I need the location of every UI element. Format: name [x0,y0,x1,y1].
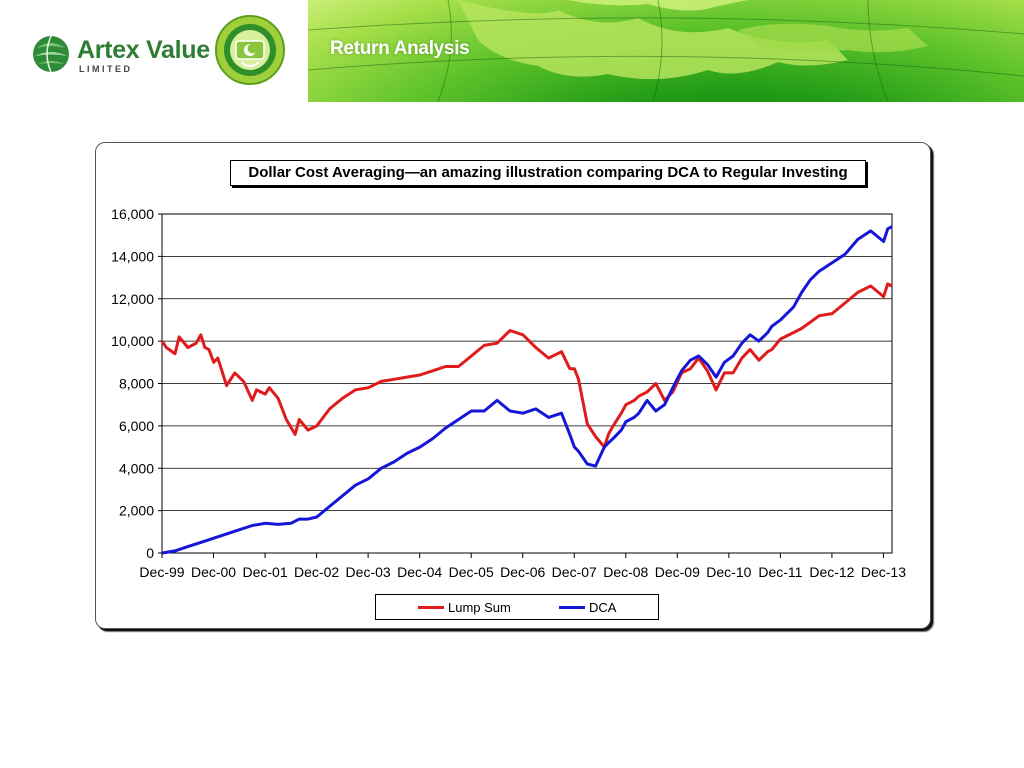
x-tick-label: Dec-04 [397,564,442,580]
x-tick-label: Dec-02 [294,564,339,580]
x-tick-label: Dec-99 [139,564,184,580]
y-tick-label: 10,000 [111,333,154,349]
legend-swatch-dca [559,605,585,609]
x-tick-label: Dec-07 [552,564,597,580]
chart-frame [95,142,931,629]
brand-name: Artex Value [77,36,210,64]
x-tick-label: Dec-13 [861,564,906,580]
x-tick-label: Dec-10 [706,564,751,580]
x-tick-label: Dec-09 [655,564,700,580]
crescent-badge-icon [215,15,285,85]
artex-globe-logo [33,35,69,73]
y-tick-label: 12,000 [111,291,154,307]
x-tick-label: Dec-06 [500,564,545,580]
y-tick-label: 6,000 [119,418,154,434]
legend-label-dca: DCA [589,599,617,615]
legend-label-lump-sum: Lump Sum [448,599,511,615]
y-tick-label: 8,000 [119,376,154,392]
globe-banner: Return Analysis [308,0,1024,102]
x-tick-label: Dec-05 [449,564,494,580]
series-line-dca [161,225,893,555]
y-tick-label: 16,000 [111,206,154,222]
chart-legend: Lump Sum DCA [375,594,659,620]
legend-swatch-lump-sum [418,605,444,609]
brand-sub: LIMITED [79,64,133,74]
series-line-lump-sum [160,282,893,449]
x-tick-label: Dec-12 [809,564,854,580]
logo-area: Artex Value LIMITED [0,0,308,102]
y-tick-label: 14,000 [111,248,154,264]
page-title: Return Analysis [330,38,470,59]
globe-map-graphic [308,0,1024,102]
x-tick-label: Dec-03 [346,564,391,580]
x-tick-label: Dec-08 [603,564,648,580]
legend-item-lump-sum: Lump Sum [418,595,511,619]
header: Artex Value LIMITED Return Analysis [0,0,1024,102]
legend-item-dca: DCA [559,595,616,619]
x-tick-label: Dec-01 [242,564,287,580]
y-tick-label: 4,000 [119,460,154,476]
chart-title: Dollar Cost Averaging—an amazing illustr… [230,160,866,186]
x-tick-label: Dec-11 [758,564,802,580]
y-tick-label: 0 [146,545,154,561]
y-tick-label: 2,000 [119,503,154,519]
x-tick-label: Dec-00 [191,564,236,580]
